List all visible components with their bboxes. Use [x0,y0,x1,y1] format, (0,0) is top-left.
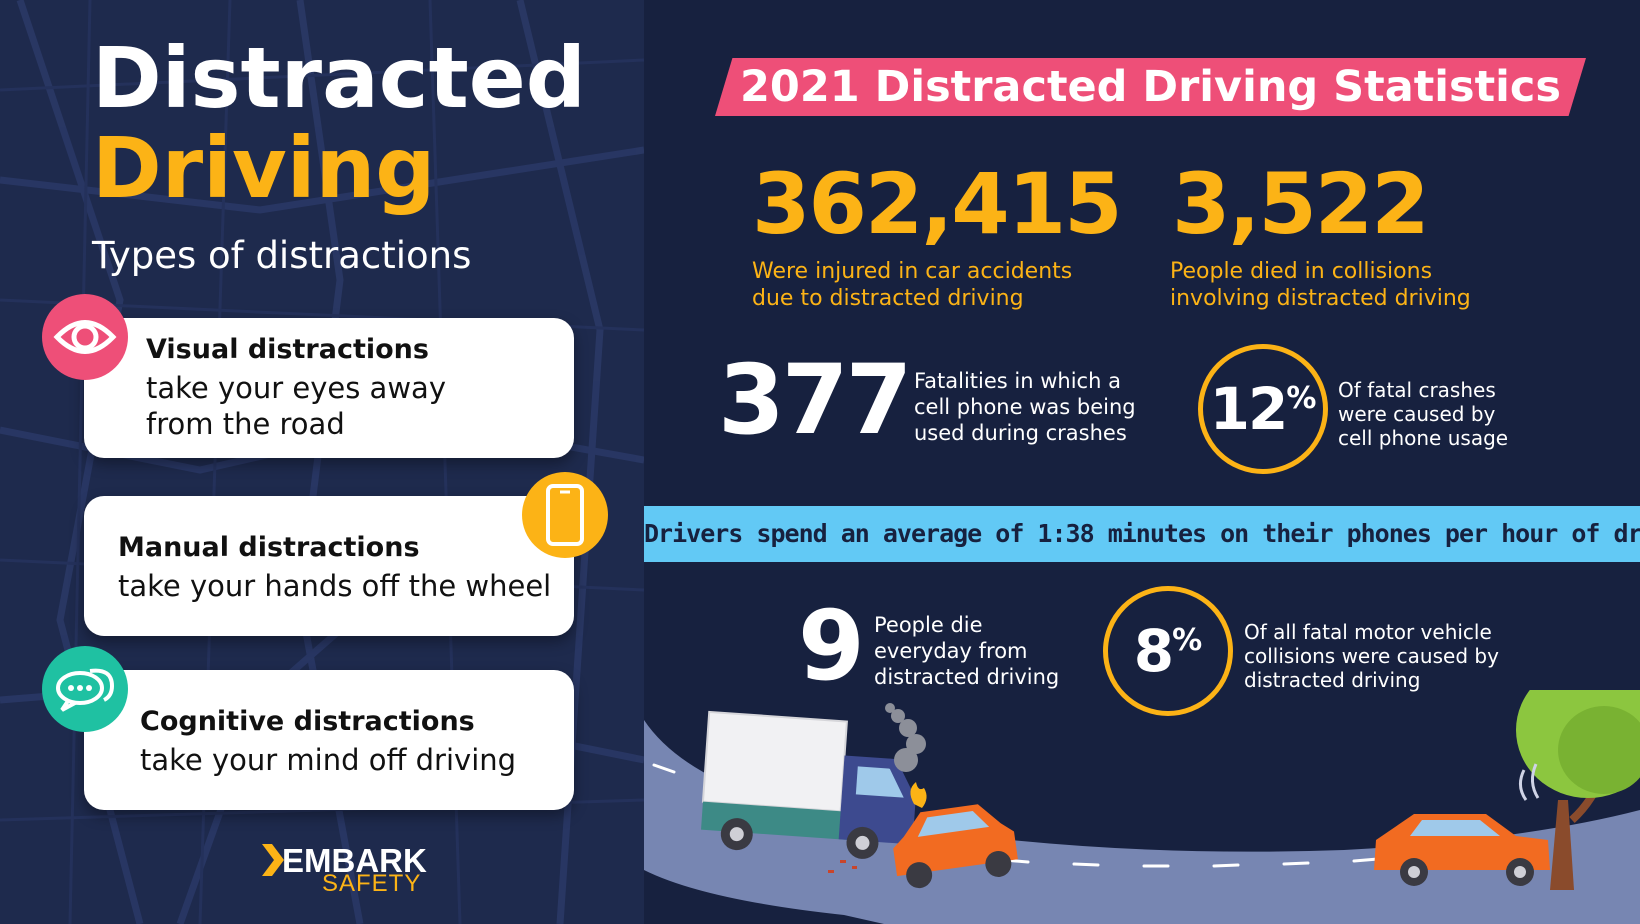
stat-all-pct-value: 8 [1133,617,1174,685]
card-manual: Manual distractions take your hands off … [84,496,574,636]
title-driving: Driving [92,119,436,217]
fire [910,782,927,808]
stat-died-caption: People died in collisions involving dist… [1170,259,1471,311]
card-title: Manual distractions [118,532,420,563]
stat-phone-pct-caption: Of fatal crashes were caused by cell pho… [1338,378,1509,450]
crash-illustration [644,690,1640,924]
stat-all-pct-sign: % [1172,622,1203,658]
left-panel: Distracted Driving Types of distractions… [0,0,644,924]
stat-phone-pct-value: 12 [1209,375,1289,443]
stat-injured-caption: Were injured in car accidents due to dis… [752,259,1073,311]
debris [828,860,857,873]
stat-daily-value: 9 [798,590,865,702]
card-visual: Visual distractions take your eyes away … [84,318,574,458]
orange-car [1374,814,1550,886]
average-time-text: Drivers spend an average of 1:38 minutes… [644,519,1640,548]
stat-phone-fatalities-value: 377 [718,344,912,456]
average-time-stripe: Drivers spend an average of 1:38 minutes… [644,506,1640,562]
road [644,720,1640,924]
stat-died-value: 3,522 [1172,155,1430,253]
subtitle: Types of distractions [92,234,472,277]
eye-icon [42,294,128,380]
card-title: Visual distractions [146,334,429,365]
card-desc: take your mind off driving [140,743,517,777]
stat-injured-value: 362,415 [752,155,1123,253]
banner-title: 2021 Distracted Driving Statistics [740,62,1561,112]
stat-all-pct-caption: Of all fatal motor vehicle collisions we… [1244,620,1499,692]
stat-phone-pct-ring: 12% [1198,344,1328,474]
card-cognitive: Cognitive distractions take your mind of… [84,670,574,810]
stat-all-pct-ring: 8% [1103,586,1233,716]
card-title: Cognitive distractions [140,706,475,737]
card-desc: take your hands off the wheel [118,569,552,603]
skid-smoke [1519,763,1540,801]
stat-daily-caption: People die everyday from distracted driv… [874,613,1060,689]
phone-icon [522,472,608,558]
stat-phone-pct-sign: % [1286,380,1317,416]
stat-phone-fatalities-caption: Fatalities in which a cell phone was bei… [914,369,1136,445]
smoke [885,703,926,772]
chat-bubbles-icon [42,646,128,732]
stats-banner: 2021 Distracted Driving Statistics [715,58,1586,116]
logo-safety: SAFETY [322,870,422,897]
truck [701,710,916,859]
title-distracted: Distracted [92,29,586,127]
card-desc: take your eyes away from the road [146,371,446,441]
logo-chevron-icon [262,844,284,876]
logo-embark: EMBARK [282,842,427,879]
tree [1516,690,1640,890]
crashed-car [893,804,1018,889]
